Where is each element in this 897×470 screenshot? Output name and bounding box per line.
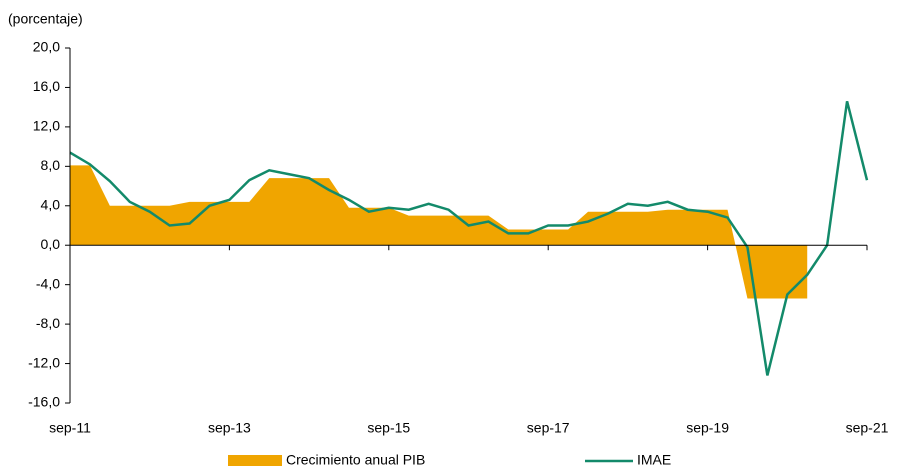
area bbox=[70, 165, 808, 299]
y-tick-label: 12,0 bbox=[33, 118, 60, 134]
x-tick-label: sep-13 bbox=[208, 420, 251, 436]
y-tick-label: 4,0 bbox=[41, 196, 61, 212]
legend-label: IMAE bbox=[637, 452, 671, 468]
x-tick-label: sep-11 bbox=[49, 420, 91, 436]
y-tick-label: 8,0 bbox=[41, 157, 61, 173]
y-tick-label: 0,0 bbox=[41, 236, 61, 252]
line bbox=[69, 100, 869, 376]
y-axis-label: (porcentaje) bbox=[8, 11, 83, 27]
y-tick-label: -16,0 bbox=[28, 394, 60, 410]
y-tick-label: -12,0 bbox=[28, 354, 60, 370]
y-tick-label: -8,0 bbox=[36, 315, 60, 331]
x-tick-label: sep-15 bbox=[367, 420, 410, 436]
legend-swatch bbox=[228, 455, 282, 466]
y-tick-label: 20,0 bbox=[33, 39, 60, 55]
legend-label: Crecimiento anual PIB bbox=[286, 452, 425, 468]
x-tick-label: sep-19 bbox=[686, 420, 729, 436]
x-tick-label: sep-17 bbox=[527, 420, 570, 436]
y-tick-label: -4,0 bbox=[36, 275, 60, 291]
y-tick-label: 16,0 bbox=[33, 78, 60, 94]
x-tick-label: sep-21 bbox=[846, 420, 889, 436]
